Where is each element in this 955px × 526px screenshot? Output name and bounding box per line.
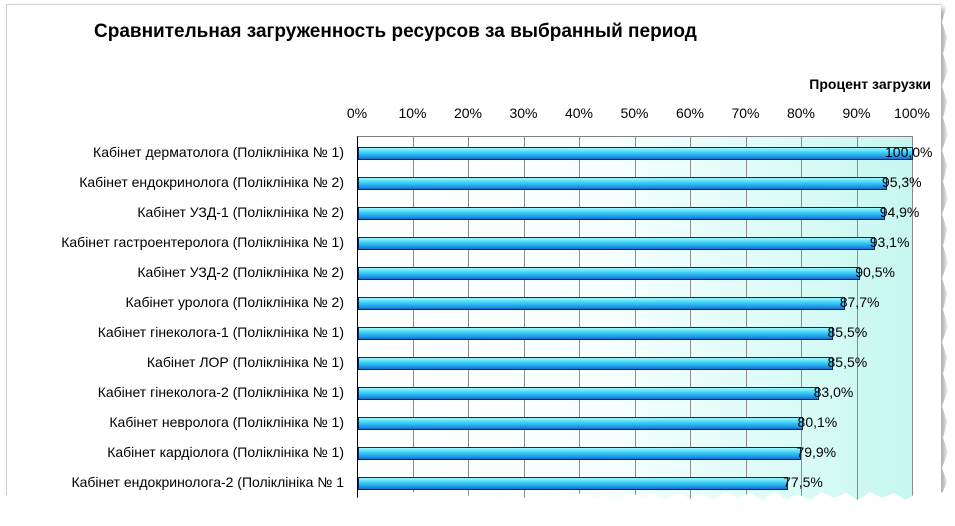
value-label: 100,0% [885, 144, 933, 160]
bar [358, 446, 802, 460]
category-label: Кабінет УЗД-1 (Поліклініка № 2) [137, 204, 344, 220]
x-tick-label: 40% [564, 105, 594, 121]
category-label: Кабінет ендокринолога (Поліклініка № 2) [79, 174, 344, 190]
bar [358, 386, 819, 400]
x-tick-label: 10% [398, 105, 427, 121]
plot-area [357, 136, 913, 526]
value-label: 94,9% [879, 204, 920, 220]
x-tick-label: 70% [731, 105, 760, 121]
bar [358, 326, 833, 340]
chart-title: Сравнительная загруженность ресурсов за … [94, 21, 697, 42]
x-tick-label: 30% [509, 105, 538, 121]
category-label: Кабінет гінеколога-1 (Поліклініка № 1) [97, 324, 344, 340]
bar [358, 356, 833, 370]
category-label: Кабінет гастроентеролога (Поліклініка № … [61, 234, 344, 250]
category-label: Кабінет невролога (Поліклініка № 1) [109, 414, 344, 430]
x-tick-label: 90% [842, 105, 871, 121]
value-label: 83,0% [813, 384, 854, 400]
bar [358, 266, 861, 280]
category-label: Кабінет ендокринолога-2 (Поліклініка № 1 [71, 474, 344, 490]
x-axis-title: Процент загрузки [809, 76, 931, 92]
category-label: Кабінет дерматолога (Поліклініка № 1) [93, 144, 344, 160]
category-label: Кабінет уролога (Поліклініка № 2) [125, 294, 344, 310]
category-label: Кабінет кардіолога (Поліклініка № 1) [107, 444, 344, 460]
bar [358, 206, 885, 220]
x-tick-label: 80% [786, 105, 816, 121]
x-tick-label: 60% [675, 105, 705, 121]
value-label: 85,5% [827, 354, 868, 370]
value-label: 77,5% [783, 474, 823, 490]
x-tick-label: 20% [453, 105, 483, 121]
x-tick-label: 0% [346, 105, 368, 121]
category-label: Кабінет ЛОР (Поліклініка № 1) [146, 354, 344, 370]
x-tick-label: 100% [894, 105, 930, 121]
value-label: 85,5% [827, 324, 868, 340]
value-label: 80,1% [797, 414, 838, 430]
category-label: Кабінет гінеколога-2 (Поліклініка № 1) [97, 384, 344, 400]
value-label: 95,3% [881, 174, 922, 190]
value-label: 87,7% [839, 294, 880, 310]
bar [358, 146, 913, 160]
torn-right-edge [941, 0, 955, 526]
gridline [912, 137, 913, 526]
gridline [856, 137, 858, 526]
bar [358, 236, 875, 250]
category-label: Кабінет УЗД-2 (Поліклініка № 2) [137, 264, 344, 280]
value-label: 79,9% [796, 444, 837, 460]
bar [358, 176, 887, 190]
bar [358, 416, 803, 430]
bar [358, 296, 845, 310]
torn-bottom-edge [0, 491, 955, 526]
x-tick-label: 50% [620, 105, 649, 121]
value-label: 90,5% [855, 264, 895, 280]
value-label: 93,1% [869, 234, 910, 250]
bar [358, 476, 789, 490]
